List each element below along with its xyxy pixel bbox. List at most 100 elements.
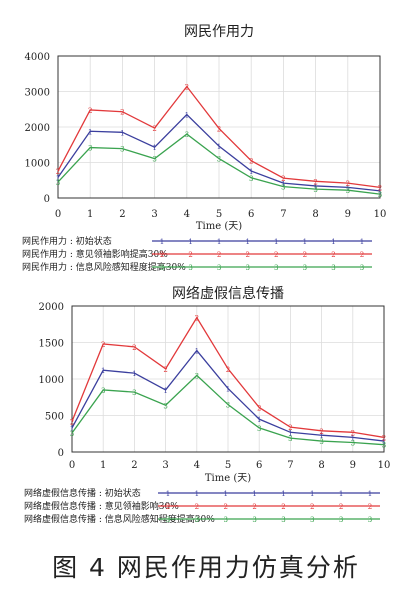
data-point-marker: 3 [313, 186, 317, 194]
legend-marker: 1 [188, 238, 192, 246]
y-tick-label: 0 [58, 448, 64, 459]
data-point-marker: 3 [351, 440, 355, 448]
legend-marker: 2 [160, 251, 164, 259]
x-tick-label: 10 [378, 460, 391, 471]
legend-marker: 3 [331, 264, 335, 272]
legend-marker: 3 [281, 516, 285, 524]
data-point-marker: 2 [313, 178, 317, 186]
data-point-marker: 3 [319, 438, 323, 446]
legend-marker: 3 [310, 516, 314, 524]
data-point-marker: 3 [382, 442, 386, 450]
data-point-marker: 3 [346, 187, 350, 195]
legend-marker: 2 [195, 503, 199, 511]
legend-marker: 1 [281, 490, 285, 498]
series-line-2 [71, 316, 385, 439]
data-point-marker: 3 [120, 146, 124, 154]
x-tick-label: 1 [100, 460, 106, 471]
data-point-marker: 1 [101, 367, 105, 375]
x-axis-label: Time (天) [205, 473, 251, 484]
series-line-2 [57, 85, 381, 188]
data-point-marker: 3 [70, 430, 74, 438]
data-point-marker: 1 [195, 348, 199, 356]
legend-marker: 3 [166, 516, 170, 524]
data-point-marker: 1 [351, 434, 355, 442]
legend-marker: 1 [331, 238, 335, 246]
data-point-marker: 2 [351, 429, 355, 437]
data-point-marker: 1 [56, 174, 60, 182]
data-point-marker: 3 [132, 389, 136, 397]
x-tick-label: 10 [374, 209, 387, 220]
data-point-marker: 2 [217, 125, 221, 133]
data-point-marker: 1 [378, 188, 382, 196]
data-point-marker: 1 [217, 143, 221, 151]
legend-marker: 1 [245, 238, 249, 246]
x-axis-label: Time (天) [196, 221, 242, 232]
x-tick-label: 8 [312, 209, 318, 220]
legend-label: 网民作用力 : 初始状态 [22, 235, 112, 247]
data-point-marker: 2 [101, 341, 105, 349]
y-tick-label: 2000 [25, 123, 50, 134]
data-point-marker: 1 [70, 425, 74, 433]
x-tick-label: 9 [345, 209, 351, 220]
y-tick-label: 3000 [25, 88, 50, 99]
legend-marker: 2 [281, 503, 285, 511]
x-tick-label: 0 [55, 209, 61, 220]
legend-marker: 3 [274, 264, 278, 272]
legend-marker: 1 [223, 490, 227, 498]
legend-marker: 2 [303, 251, 307, 259]
data-point-marker: 3 [195, 372, 199, 380]
legend-marker: 1 [303, 238, 307, 246]
legend-marker: 1 [274, 238, 278, 246]
legend-marker: 1 [360, 238, 364, 246]
data-point-marker: 1 [185, 112, 189, 120]
legend-marker: 3 [188, 264, 192, 272]
legend-marker: 1 [160, 238, 164, 246]
x-tick-label: 3 [151, 209, 157, 220]
data-point-marker: 2 [226, 366, 230, 374]
legend-marker: 2 [360, 251, 364, 259]
data-point-marker: 2 [185, 84, 189, 92]
legend-marker: 3 [252, 516, 256, 524]
legend-marker: 2 [188, 251, 192, 259]
data-point-marker: 1 [120, 129, 124, 137]
legend-marker: 3 [160, 264, 164, 272]
x-tick-label: 8 [318, 460, 324, 471]
legend-marker: 2 [217, 251, 221, 259]
legend-marker: 3 [303, 264, 307, 272]
data-point-marker: 1 [382, 438, 386, 446]
data-point-marker: 1 [313, 183, 317, 191]
data-point-marker: 2 [281, 175, 285, 183]
legend-marker: 3 [339, 516, 343, 524]
y-tick-label: 1500 [39, 339, 64, 350]
x-tick-label: 3 [162, 460, 168, 471]
legend-marker: 3 [217, 264, 221, 272]
data-point-marker: 3 [217, 156, 221, 164]
legend-marker: 3 [195, 516, 199, 524]
legend-marker: 2 [310, 503, 314, 511]
chart-false-info-spread: 网络虚假信息传播 0 500 1000 1500 2000 0 1 2 3 4 5 6 7 8 9 10 Time… [0, 280, 412, 542]
data-point-marker: 2 [56, 168, 60, 176]
chart-title: 网络虚假信息传播 [172, 285, 284, 302]
legend-marker: 1 [310, 490, 314, 498]
data-point-marker: 2 [88, 107, 92, 115]
x-tick-label: 4 [184, 209, 190, 220]
data-point-marker: 2 [249, 158, 253, 166]
x-tick-label: 5 [216, 209, 222, 220]
data-point-marker: 3 [257, 425, 261, 433]
x-tick-label: 0 [69, 460, 75, 471]
y-tick-label: 1000 [39, 375, 64, 386]
y-tick-label: 1000 [25, 159, 50, 170]
data-point-marker: 1 [163, 387, 167, 395]
legend-label: 网民作用力 : 信息风险感知程度提高30% [22, 261, 186, 273]
data-point-marker: 1 [132, 370, 136, 378]
chart-netizen-force: 网民作用力 0 1000 2000 3000 4000 0 1 2 3 4 5 6 7 8 9 10 Time (… [0, 0, 412, 280]
data-point-marker: 3 [152, 156, 156, 164]
data-point-marker: 3 [101, 387, 105, 395]
plot-frame [57, 55, 381, 199]
legend-marker: 3 [223, 516, 227, 524]
legend-marker: 2 [166, 503, 170, 511]
x-tick-label: 1 [87, 209, 93, 220]
data-point-marker: 2 [257, 404, 261, 412]
data-point-marker: 3 [226, 402, 230, 410]
